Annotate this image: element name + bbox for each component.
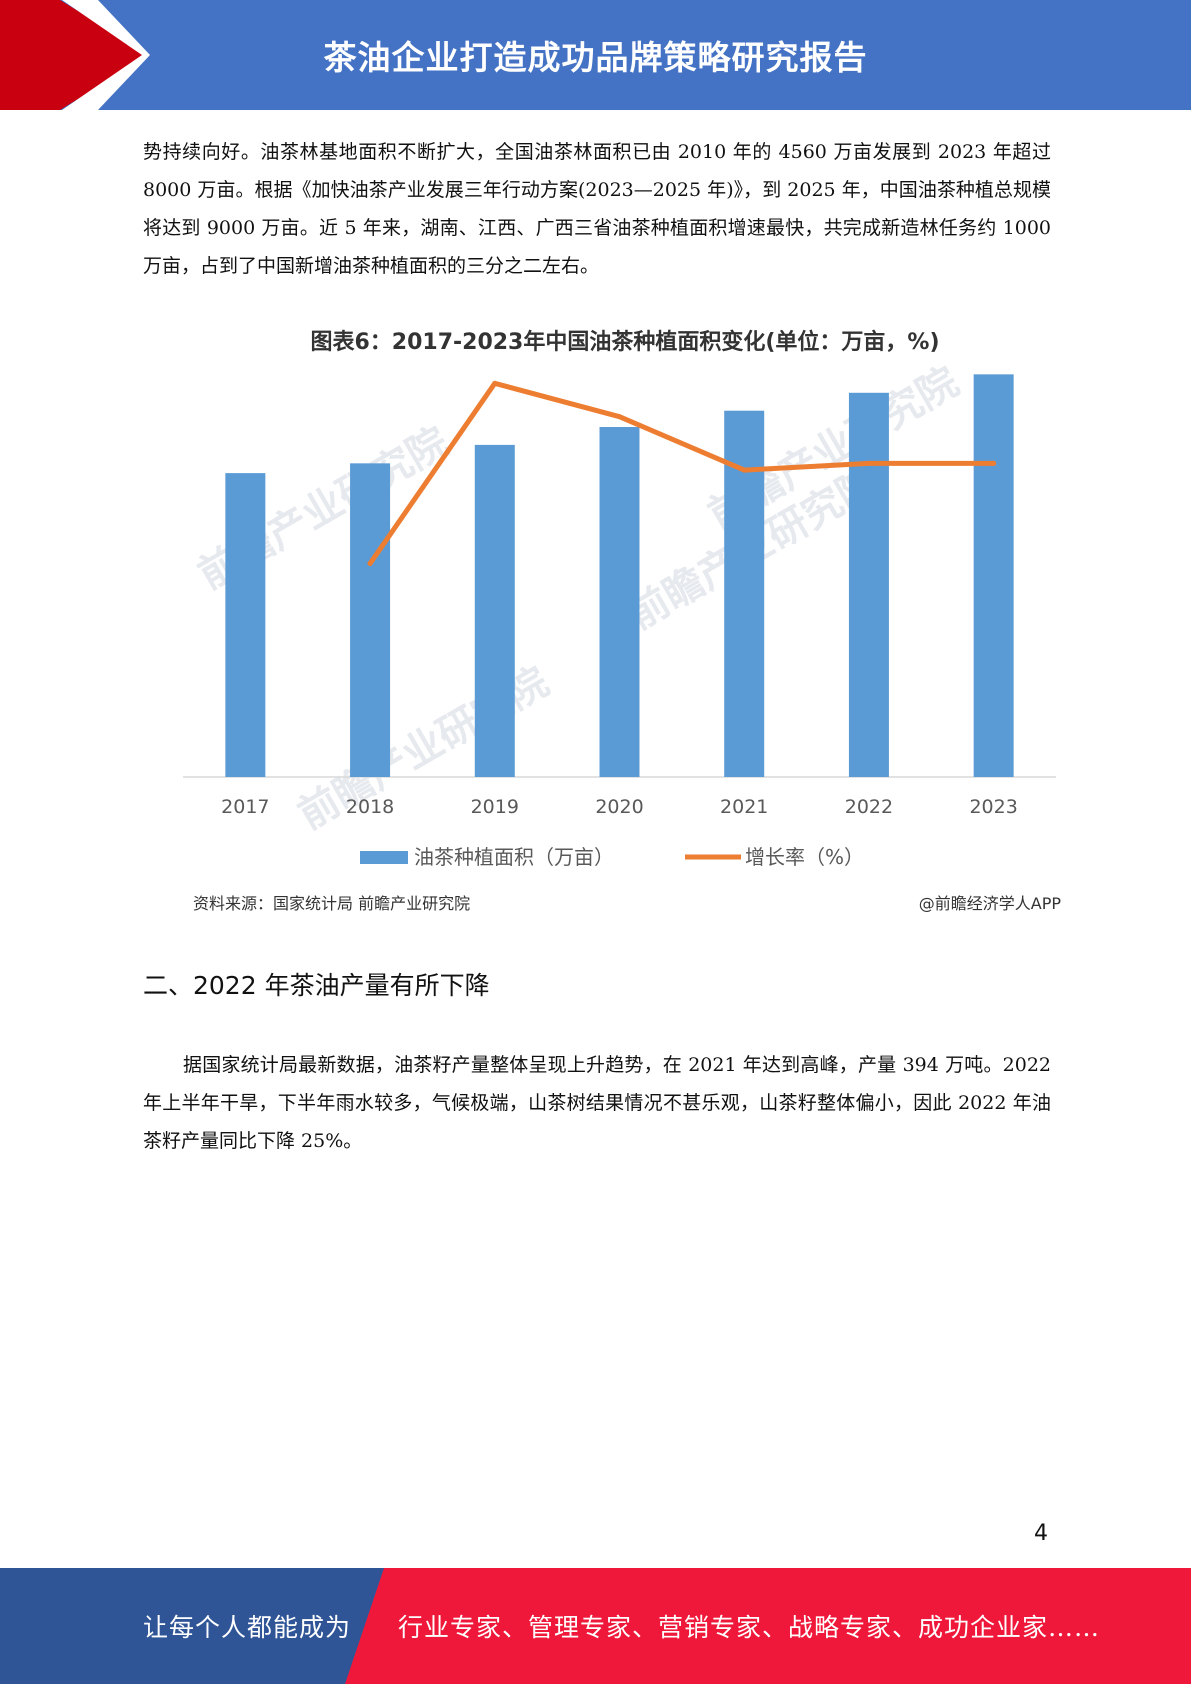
chart-source: 资料来源：国家统计局 前瞻产业研究院 — [193, 894, 471, 913]
footer-slogan-left: 让每个人都能成为 — [143, 1613, 352, 1642]
chart-title: 图表6：2017-2023年中国油茶种植面积变化(单位：万亩，%) — [310, 330, 940, 355]
legend-bar-swatch — [360, 851, 408, 864]
page-number: 4 — [1034, 1521, 1048, 1546]
x-tick-label: 2018 — [346, 796, 394, 818]
growth-point-2022 — [866, 460, 872, 466]
growth-point-2023 — [991, 460, 997, 466]
footer-slogan-right: 行业专家、管理专家、营销专家、战略专家、成功企业家…… — [398, 1613, 1101, 1642]
growth-point-2020 — [617, 414, 622, 420]
bar-2020 — [599, 426, 640, 777]
x-tick-label: 2020 — [595, 796, 643, 818]
x-tick-label: 2022 — [845, 796, 893, 818]
x-tick-label: 2021 — [720, 796, 768, 818]
page-footer: 让每个人都能成为 行业专家、管理专家、营销专家、战略专家、成功企业家…… — [0, 1568, 1191, 1684]
legend-bar-label: 油茶种植面积（万亩） — [414, 845, 614, 869]
x-tick-label: 2017 — [221, 796, 269, 818]
bar-2018 — [350, 463, 391, 777]
bar-2023 — [973, 374, 1014, 777]
page-header: 茶油企业打造成功品牌策略研究报告 — [0, 0, 1191, 110]
chart-credit: @前瞻经济学人APP — [918, 894, 1061, 913]
header-arrow-shape — [0, 0, 150, 110]
x-tick-label: 2019 — [471, 796, 519, 818]
growth-point-2021 — [741, 467, 747, 473]
bar-2019 — [474, 444, 515, 777]
footer-left-panel — [0, 1568, 384, 1684]
growth-point-2019 — [492, 380, 498, 386]
section-heading: 二、2022 年茶油产量有所下降 — [143, 971, 490, 1000]
report-title: 茶油企业打造成功品牌策略研究报告 — [0, 0, 1191, 110]
legend-line-label: 增长率（%） — [745, 845, 864, 869]
body-paragraph-2: 据国家统计局最新数据，油茶籽产量整体呈现上升趋势，在 2021 年达到高峰，产量… — [143, 1054, 1051, 1152]
growth-rate-line — [367, 380, 997, 566]
growth-point-2018 — [367, 560, 373, 566]
chart-plot: 前瞻产业研究院前瞻产业研究院前瞻产业研究院前瞻产业研究院 20172018201… — [183, 359, 1056, 869]
body-paragraph-1: 势持续向好。油茶林基地面积不断扩大，全国油茶林面积已由 2010 年的 4560… — [143, 141, 1051, 277]
x-tick-label: 2023 — [969, 796, 1017, 818]
bar-2022 — [848, 392, 889, 777]
bar-2017 — [225, 473, 266, 777]
report-title-text: 茶油企业打造成功品牌策略研究报告 — [323, 38, 868, 77]
